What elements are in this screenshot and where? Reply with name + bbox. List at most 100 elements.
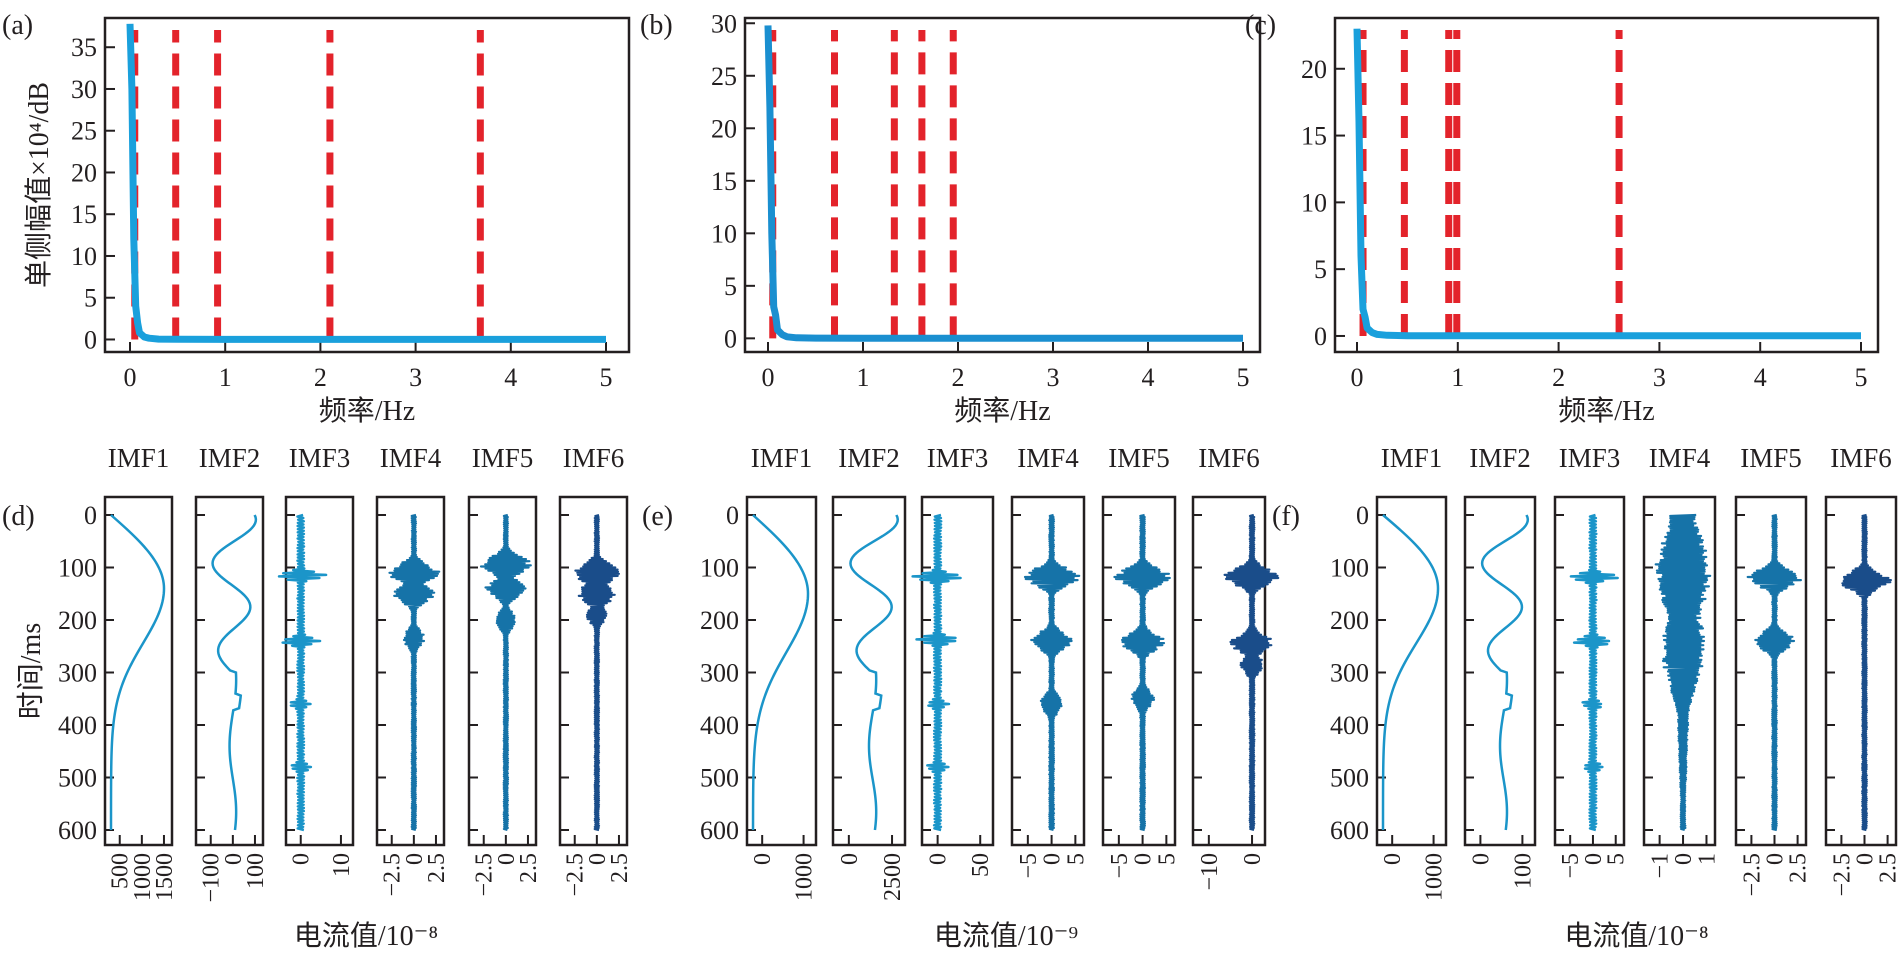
y-tick-label: 0	[84, 501, 97, 530]
imf-title: IMF2	[1469, 443, 1531, 473]
imf-title: IMF1	[1381, 443, 1443, 473]
imf-trace	[109, 514, 166, 831]
x-tick-label: 2.5	[1786, 853, 1812, 883]
x-tick-label: 2	[314, 363, 327, 392]
panel-label: (f)	[1272, 501, 1300, 532]
imf-subplot-imf6: IMF6 −10 0	[1191, 443, 1280, 891]
x-tick-label: 2500	[880, 853, 906, 901]
y-tick-label: 300	[1330, 659, 1369, 688]
axes-frame	[103, 495, 174, 847]
imf-subplot-imf3: IMF3 0 10	[277, 443, 355, 877]
panel-label: (d)	[2, 501, 35, 532]
x-tick-label: 2.5	[424, 853, 450, 883]
imf-trace	[911, 513, 962, 832]
imf-title: IMF2	[838, 443, 900, 473]
x-tick-label: 5	[1063, 853, 1089, 865]
y-tick-label: 25	[711, 62, 737, 91]
imf-trace	[1480, 514, 1530, 831]
x-tick-label: 2.5	[1876, 853, 1900, 883]
axes-frame	[194, 495, 265, 847]
x-tick-label: 5	[600, 363, 613, 392]
imf-title: IMF5	[1740, 443, 1802, 473]
imf-subplot-imf2: IMF2 0 2500	[831, 443, 907, 901]
x-tick-label: 0	[1240, 853, 1266, 865]
x-tick-label: −2.5	[1739, 853, 1765, 897]
spectrum-line	[1353, 28, 1861, 340]
imf-title: IMF1	[108, 443, 170, 473]
x-tick-label: 0	[402, 853, 428, 865]
x-tick-label: 2.5	[607, 853, 633, 883]
x-tick-label: 1	[1451, 363, 1464, 392]
y-tick-label: 20	[1301, 55, 1327, 84]
x-tick-label: 100	[243, 853, 269, 889]
y-tick-label: 300	[700, 659, 739, 688]
x-tick-label: 10	[329, 853, 355, 877]
y-tick-label: 100	[700, 554, 739, 583]
axes-frame	[103, 16, 631, 354]
y-tick-label: 15	[1301, 122, 1327, 151]
axes-frame	[1375, 495, 1448, 847]
imf-subplot-imf2: IMF2 0 100	[1463, 443, 1536, 889]
axes-frame	[1734, 495, 1808, 847]
y-tick-label: 10	[71, 242, 97, 271]
imf-subplot-imf3: IMF3 −505	[1553, 443, 1630, 879]
y-tick-label: 10	[1301, 188, 1327, 217]
x-tick-label: −1	[1648, 853, 1674, 879]
x-axis-title: 频率/Hz	[954, 395, 1050, 427]
x-tick-label: 0	[1671, 853, 1697, 865]
imf-trace	[1654, 513, 1712, 832]
panel-label: (b)	[640, 10, 673, 41]
y-tick-label: 100	[1330, 554, 1369, 583]
y-tick-label: 400	[58, 711, 97, 740]
x-tick-label: 0	[289, 853, 315, 865]
spectrum-panel-a: (a) 0 5 10 15 20 25 30 35 0 1 2 3 4 5 频率/Hz 单侧幅值×10⁴/dB	[2, 10, 631, 427]
imf-subplot-imf4: IMF4 −101	[1642, 443, 1720, 879]
y-tick-label: 30	[711, 9, 737, 38]
imf-trace	[849, 514, 900, 831]
imf-trace	[751, 514, 810, 831]
y-tick-label: 100	[58, 554, 97, 583]
x-tick-label: 5	[1604, 853, 1630, 865]
x-tick-label: 2	[952, 363, 965, 392]
x-tick-label: 1	[219, 363, 232, 392]
imf-title: IMF3	[1559, 443, 1621, 473]
imf-subplot-imf5: IMF5 −505	[1101, 443, 1180, 879]
x-tick-label: 1	[857, 363, 870, 392]
imf-title: IMF5	[472, 443, 534, 473]
imf-trace	[1023, 513, 1081, 832]
imf-subplot-imf1: IMF1 0 1000	[745, 443, 818, 901]
y-tick-label: 20	[71, 158, 97, 187]
imf-subplot-imf5: IMF5 −2.502.5	[1734, 443, 1812, 897]
y-tick-label: 400	[1330, 711, 1369, 740]
y-tick-label: 500	[1330, 764, 1369, 793]
imf-subplot-imf4: IMF4 −2.502.5	[375, 443, 450, 897]
imf-panel-group-d: (d) 0100200300400500600时间/ms电流值/10⁻⁸IMF15…	[2, 443, 633, 952]
x-tick-label: 100	[1510, 853, 1536, 889]
x-tick-label: 0	[494, 853, 520, 865]
panel-label: (e)	[642, 501, 673, 532]
x-tick-label: 3	[1047, 363, 1060, 392]
y-tick-label: 300	[58, 659, 97, 688]
x-tick-label: 50	[968, 853, 994, 877]
y-tick-label: 5	[724, 272, 737, 301]
x-tick-label: 5	[1154, 853, 1180, 865]
y-tick-label: 30	[71, 75, 97, 104]
x-tick-label: 2.5	[516, 853, 542, 883]
x-axis-title: 频率/Hz	[319, 395, 415, 427]
x-tick-label: 1000	[792, 853, 818, 901]
y-tick-label: 0	[726, 501, 739, 530]
imf-subplot-imf1: IMF1 0 1000	[1375, 443, 1448, 901]
y-tick-label: 5	[84, 284, 97, 313]
x-tick-label: 0	[585, 853, 611, 865]
y-tick-label: 15	[71, 200, 97, 229]
y-tick-label: 200	[58, 606, 97, 635]
x-tick-label: 0	[1351, 363, 1364, 392]
axes-frame	[467, 495, 538, 847]
imf-trace	[1569, 513, 1619, 832]
y-tick-label: 5	[1314, 255, 1327, 284]
y-axis-title: 单侧幅值×10⁴/dB	[23, 82, 55, 288]
imf-trace	[479, 513, 532, 832]
x-tick-label: 4	[1142, 363, 1155, 392]
